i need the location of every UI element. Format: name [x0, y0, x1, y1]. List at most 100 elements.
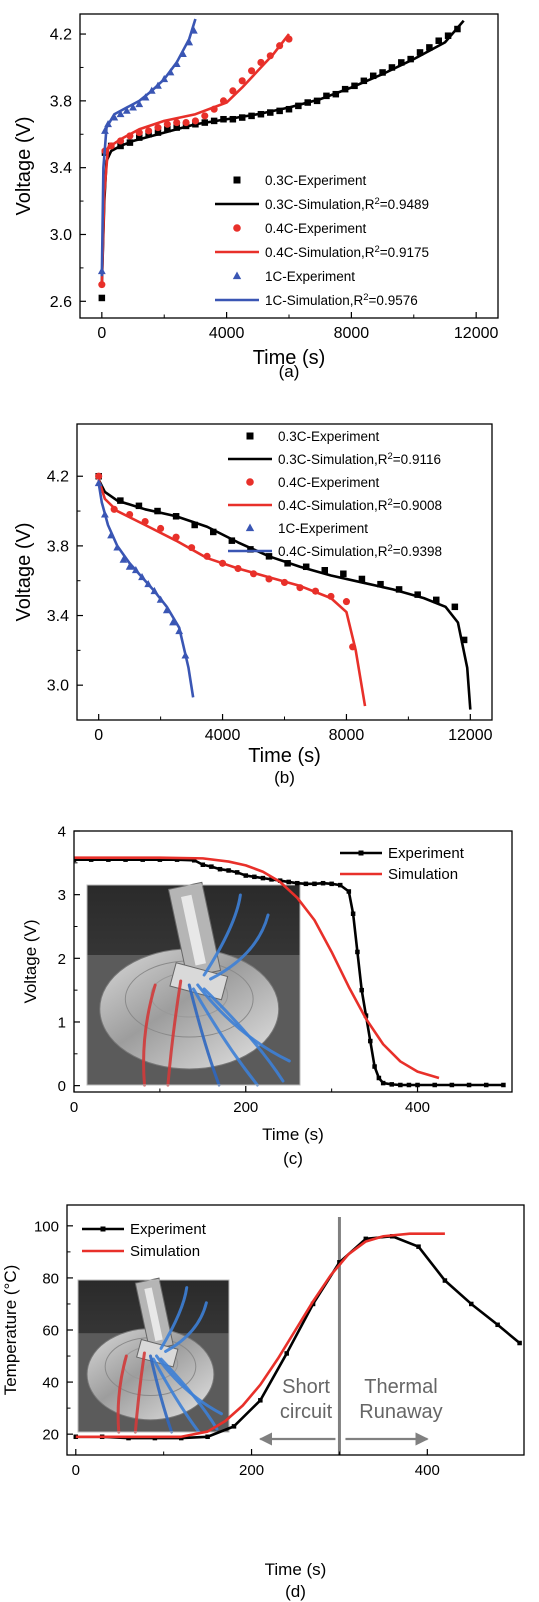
- data-point: [122, 106, 131, 114]
- data-point: [460, 636, 468, 644]
- x-tick-label: 8000: [329, 727, 365, 744]
- y-axis-label: Voltage (V): [13, 117, 35, 216]
- legend-label: 0.4C-Simulation,R2=0.9008: [278, 497, 442, 513]
- photo-wire: [209, 913, 270, 981]
- photo-border: [77, 1279, 230, 1433]
- data-point: [174, 857, 180, 862]
- chart-panel-4: 0 200 400 20 40 60 80 100 Time (s) Temperature (°…: [1, 1204, 525, 1601]
- data-point: [135, 99, 144, 108]
- data-point: [501, 1082, 506, 1088]
- y-tick-label: 4.2: [47, 469, 69, 486]
- data-point: [258, 1398, 263, 1403]
- x-axis-label: Time (s): [253, 347, 326, 369]
- data-point: [154, 129, 162, 136]
- data-point: [358, 850, 364, 856]
- data-point: [284, 1351, 289, 1356]
- data-point: [191, 521, 198, 529]
- data-point: [302, 563, 310, 571]
- data-point: [173, 124, 180, 131]
- data-point: [449, 1082, 455, 1088]
- data-point: [407, 55, 414, 63]
- photo-wire: [142, 983, 157, 1087]
- legend-superscript: 2: [375, 196, 380, 207]
- legend-superscript: 2: [388, 451, 393, 462]
- data-point: [245, 523, 255, 532]
- data-point: [340, 570, 347, 577]
- data-point: [359, 987, 364, 993]
- data-point: [74, 857, 77, 862]
- data-point: [363, 1236, 369, 1242]
- legend: 0.3C-Experiment 0.3C-Simulation,R2=0.9116…: [228, 429, 442, 559]
- y-tick-label: 3.0: [50, 227, 72, 244]
- data-point: [369, 72, 377, 80]
- annotation-text: Runaway: [359, 1401, 442, 1423]
- panel-label: (a): [279, 362, 300, 381]
- data-point: [444, 32, 452, 39]
- data-point: [416, 1244, 421, 1249]
- y-tick-label: 100: [34, 1218, 59, 1235]
- legend-label: 1C-Simulation,R2=0.9576: [265, 292, 418, 308]
- photo-wire: [152, 1357, 201, 1434]
- annotation-text: circuit: [280, 1401, 333, 1423]
- legend-value: =0.9398: [393, 544, 442, 559]
- x-tick-label: 0: [72, 1462, 80, 1479]
- data-point: [321, 567, 329, 574]
- y-tick-label: 0: [58, 1078, 66, 1095]
- y-tick-label: 20: [42, 1427, 59, 1444]
- y-tick-label: 3.4: [50, 160, 72, 177]
- y-axis-label: Voltage (V): [21, 919, 40, 1003]
- data-point: [94, 478, 103, 487]
- x-axis-label: Time (s): [248, 745, 321, 767]
- legend-label: Experiment: [388, 845, 465, 862]
- data-point: [363, 1013, 369, 1018]
- data-point: [398, 1082, 403, 1088]
- legend: Experiment Simulation: [340, 845, 465, 883]
- data-point: [376, 1075, 382, 1081]
- data-point: [303, 881, 309, 887]
- data-point: [252, 874, 257, 880]
- legend-label: 0.4C-Experiment: [265, 221, 367, 236]
- photo-wire: [116, 1354, 128, 1434]
- legend-label: Simulation: [130, 1243, 200, 1260]
- legend-label: 0.4C-Simulation,R2=0.9398: [278, 543, 442, 559]
- data-point: [310, 1301, 316, 1307]
- series-group: [97, 18, 465, 302]
- photo-wire: [202, 893, 242, 977]
- legend: 0.3C-Experiment 0.3C-Simulation,R2=0.9489…: [215, 173, 429, 308]
- data-point: [98, 294, 106, 302]
- data-point: [136, 134, 143, 141]
- y-axis-label: Temperature (°C): [1, 1265, 20, 1396]
- data-point: [164, 126, 171, 133]
- data-point: [238, 77, 246, 85]
- data-point: [154, 124, 162, 132]
- data-point: [337, 1260, 342, 1265]
- data-point: [210, 528, 217, 536]
- data-point: [469, 1301, 474, 1307]
- annotation-text: Thermal: [364, 1376, 437, 1398]
- data-point: [416, 49, 424, 56]
- data-point: [372, 1064, 377, 1069]
- data-point: [182, 119, 190, 127]
- plot-frame: [73, 830, 513, 1093]
- legend-superscript: 2: [388, 497, 393, 508]
- data-point: [358, 575, 366, 583]
- data-point: [123, 857, 128, 862]
- data-point: [95, 472, 103, 480]
- data-point: [243, 873, 249, 878]
- x-axis-label: Time (s): [262, 1125, 324, 1144]
- series-line: [97, 479, 367, 707]
- legend-label: Experiment: [130, 1221, 207, 1238]
- data-point: [295, 880, 300, 886]
- data-point: [269, 877, 274, 882]
- data-point: [125, 562, 134, 570]
- data-point: [350, 911, 356, 917]
- annotation-text: Short: [282, 1376, 330, 1398]
- data-point: [209, 864, 214, 869]
- data-point: [337, 882, 343, 888]
- panel-label: (b): [274, 768, 295, 787]
- data-point: [398, 59, 405, 66]
- data-point: [432, 1082, 437, 1088]
- legend-label: 1C-Experiment: [278, 521, 368, 536]
- data-point: [320, 880, 326, 886]
